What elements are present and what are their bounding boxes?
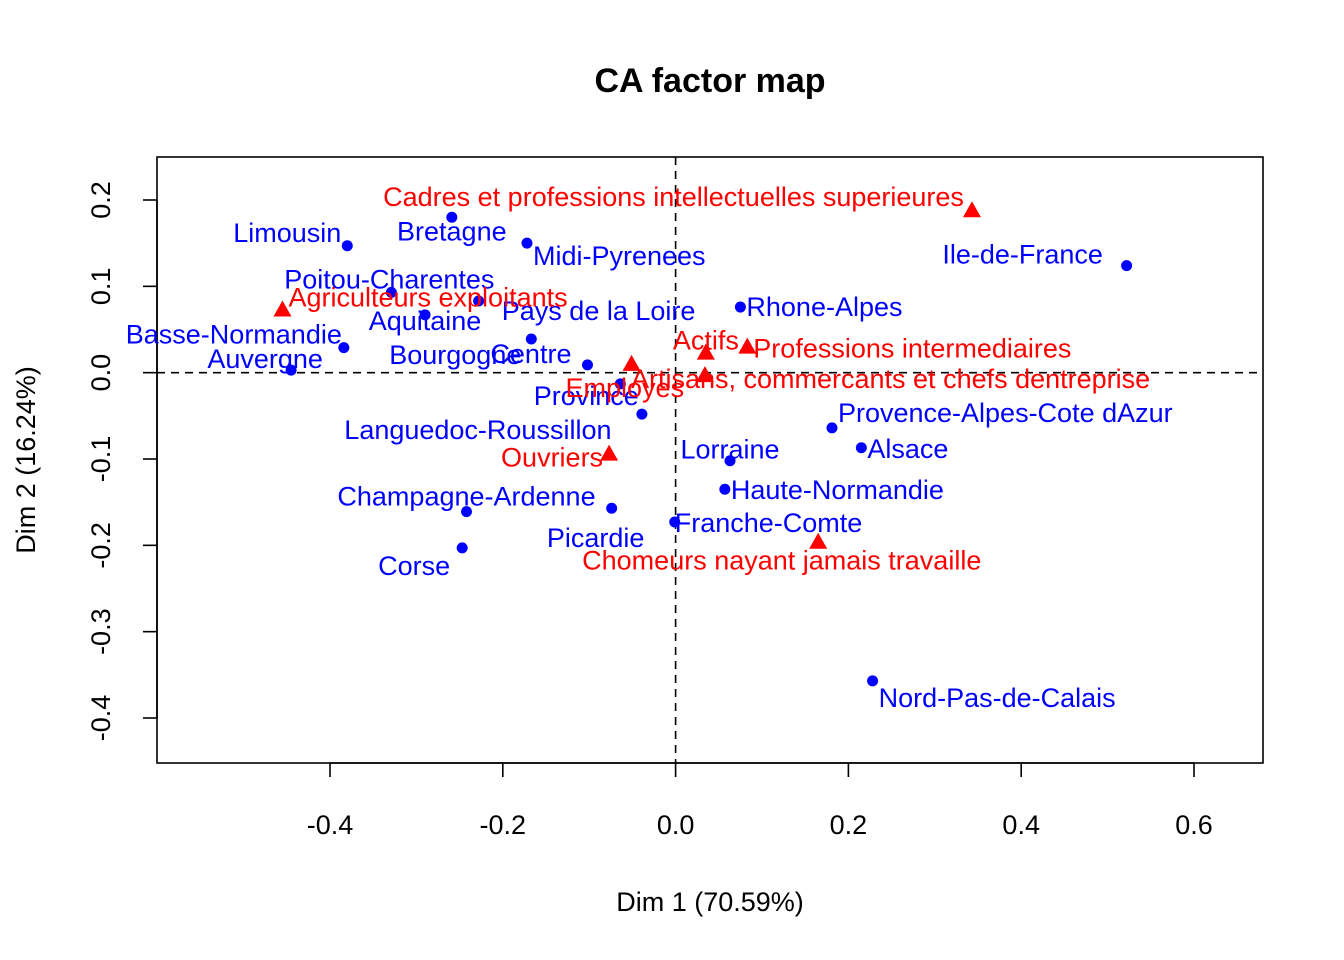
y-tick-label: -0.2 [86, 522, 116, 569]
row-point-ile-de-france [1121, 260, 1133, 272]
column-point-ouvriers [600, 444, 619, 461]
x-tick-label: -0.2 [480, 810, 527, 840]
column-point-cadres-et-professions-intellectuelles-superieures [962, 201, 981, 218]
row-label-centre: Centre [490, 339, 571, 369]
column-point-artisans-commercants-et-chefs-dentreprise [695, 366, 714, 383]
row-point-bourgogne [525, 333, 537, 345]
column-point-agriculteurs-exploitants [273, 300, 292, 317]
row-point-haute-normandie [719, 483, 731, 495]
column-label-professions-intermediaires: Professions intermediaires [753, 334, 1071, 364]
column-point-actifs [696, 343, 715, 360]
row-points-series: Limousin Bretagne Midi-Pyrenees Poitou-Char… [126, 211, 1173, 713]
row-point-province [614, 378, 626, 390]
row-label-rhone-alpes: Rhone-Alpes [746, 292, 902, 322]
y-tick-label: -0.3 [86, 608, 116, 655]
row-point-picardie [606, 502, 618, 514]
row-point-alsace [855, 442, 867, 454]
column-label-employes: Employes [566, 373, 685, 403]
row-point-provence-alpes-cote-dazur [826, 422, 838, 434]
x-tick-label: 0.6 [1175, 810, 1213, 840]
column-point-professions-intermediaires [738, 337, 757, 354]
row-label-midi-pyrenees: Midi-Pyrenees [533, 241, 706, 271]
x-tick-label: 0.0 [657, 810, 695, 840]
column-label-actifs: Actifs [673, 326, 739, 356]
column-label-ouvriers: Ouvriers [501, 443, 603, 473]
row-point-limousin [341, 240, 353, 252]
chart-title: CA factor map [594, 62, 825, 100]
column-label-artisans-commercants-et-chefs-dentreprise: Artisans, commercants et chefs dentrepri… [631, 364, 1150, 394]
y-axis-label: Dim 2 (16.24%) [11, 366, 41, 554]
row-label-province: Province [534, 381, 639, 411]
column-point-chomeurs-nayant-jamais-travaille [809, 532, 828, 549]
row-point-auvergne [285, 364, 297, 376]
row-label-limousin: Limousin [233, 218, 341, 248]
y-axis: -0.4 -0.3 -0.2 -0.1 0.0 0.1 0.2 [86, 181, 158, 742]
row-point-franche-comte [669, 516, 681, 528]
row-point-midi-pyrenees [521, 237, 533, 249]
row-label-corse: Corse [378, 551, 450, 581]
row-label-bretagne: Bretagne [397, 216, 507, 246]
x-tick-label: 0.4 [1002, 810, 1040, 840]
row-point-lorraine [724, 455, 736, 467]
row-point-centre [581, 359, 593, 371]
row-point-champagne-ardenne [461, 506, 473, 518]
row-label-poitou-charentes: Poitou-Charentes [284, 264, 494, 294]
y-tick-label: 0.0 [86, 354, 116, 392]
y-tick-label: -0.4 [86, 695, 116, 742]
row-label-ile-de-france: Ile-de-France [942, 240, 1103, 270]
row-label-aquitaine: Aquitaine [369, 306, 482, 336]
row-point-languedoc-roussillon [636, 408, 648, 420]
row-label-lorraine: Lorraine [681, 435, 780, 465]
row-point-basse-normandie [338, 342, 350, 354]
row-label-picardie: Picardie [547, 523, 645, 553]
column-label-cadres-et-professions-intellectuelles-superieures: Cadres et professions intellectuelles su… [383, 182, 964, 212]
column-label-chomeurs-nayant-jamais-travaille: Chomeurs nayant jamais travaille [582, 546, 981, 576]
y-tick-label: -0.1 [86, 436, 116, 483]
row-label-franche-comte: Franche-Comte [675, 508, 863, 538]
x-axis: -0.4 -0.2 0.0 0.2 0.4 0.6 [307, 762, 1213, 840]
row-point-pays-de-la-loire [473, 295, 485, 307]
row-label-nord-pas-de-calais: Nord-Pas-de-Calais [879, 683, 1116, 713]
row-label-alsace: Alsace [867, 434, 948, 464]
column-label-agriculteurs-exploitants: Agriculteurs exploitants [288, 283, 567, 313]
row-point-corse [456, 542, 468, 554]
row-label-haute-normandie: Haute-Normandie [731, 475, 944, 505]
row-label-champagne-ardenne: Champagne-Ardenne [337, 482, 595, 512]
column-point-employes [622, 354, 641, 371]
row-label-bourgogne: Bourgogne [389, 340, 521, 370]
row-point-aquitaine [419, 309, 431, 321]
row-label-pays-de-la-loire: Pays de la Loire [502, 296, 696, 326]
x-tick-label: 0.2 [830, 810, 868, 840]
row-point-bretagne [446, 211, 458, 223]
x-tick-label: -0.4 [307, 810, 354, 840]
row-label-provence-alpes-cote-dazur: Provence-Alpes-Cote dAzur [838, 398, 1173, 428]
row-label-auvergne: Auvergne [207, 344, 323, 374]
row-point-nord-pas-de-calais [867, 675, 879, 687]
row-label-basse-normandie: Basse-Normandie [126, 320, 342, 350]
row-point-poitou-charentes [385, 286, 397, 298]
y-tick-label: 0.1 [86, 268, 116, 306]
y-tick-label: 0.2 [86, 181, 116, 219]
column-points-series: Cadres et professions intellectuelles su… [273, 182, 1150, 576]
row-label-languedoc-roussillon: Languedoc-Roussillon [344, 415, 611, 445]
row-point-rhone-alpes [734, 301, 746, 313]
x-axis-label: Dim 1 (70.59%) [616, 887, 804, 917]
